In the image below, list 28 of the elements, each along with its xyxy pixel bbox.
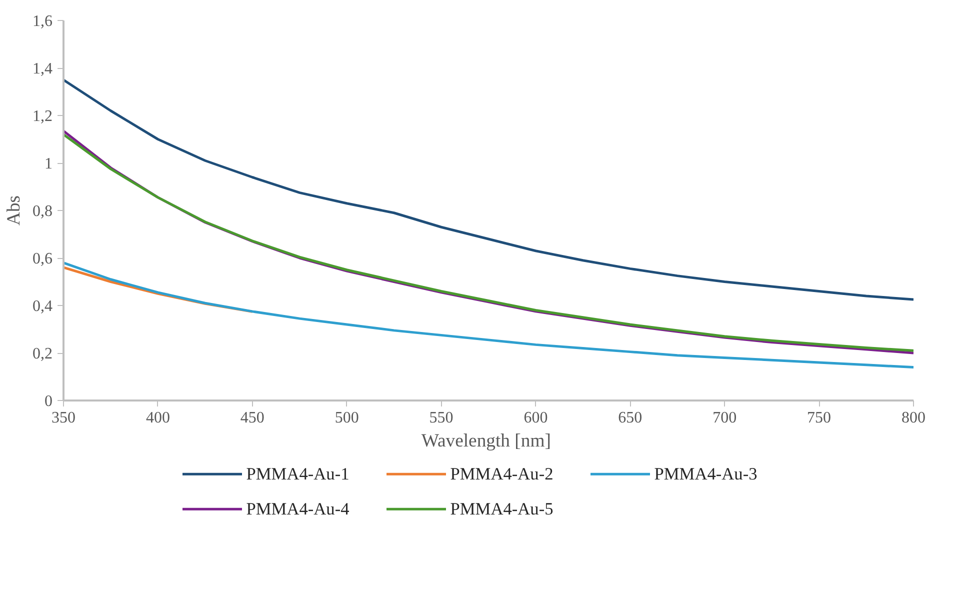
y-tick-label: 0,8 xyxy=(32,203,52,220)
y-tick-label: 0,6 xyxy=(32,250,52,268)
x-tick-label: 750 xyxy=(807,410,832,426)
line-series xyxy=(64,78,914,301)
x-tick-label: 500 xyxy=(334,410,359,426)
line-series xyxy=(64,262,914,368)
y-tick-label: 1,4 xyxy=(32,60,52,78)
y-tick-label: 1,2 xyxy=(32,108,52,125)
y-tick-label: 0,4 xyxy=(32,298,52,315)
x-tick-label: 350 xyxy=(52,410,76,426)
legend-label: PMMA4-Au-4 xyxy=(246,500,350,519)
y-tick-label: 1 xyxy=(44,156,52,172)
legend-label: PMMA4-Au-3 xyxy=(654,464,758,484)
x-tick-label: 400 xyxy=(146,410,170,426)
x-tick-label: 700 xyxy=(712,410,737,426)
y-tick-label: 1,6 xyxy=(32,13,52,30)
x-axis-title: Wavelength [nm] xyxy=(421,430,551,452)
x-tick-label: 650 xyxy=(618,410,642,426)
y-tick-label: 0,2 xyxy=(32,346,52,362)
x-tick-label: 450 xyxy=(240,410,264,426)
x-tick-label: 800 xyxy=(902,410,926,426)
legend-label: PMMA4-Au-5 xyxy=(450,500,554,519)
legend-label: PMMA4-Au-1 xyxy=(246,464,350,484)
y-axis-title: Abs xyxy=(4,195,24,226)
x-tick-label: 600 xyxy=(524,410,548,426)
x-tick-label: 550 xyxy=(429,410,454,426)
legend-label: PMMA4-Au-2 xyxy=(450,464,554,484)
y-tick-label: 0 xyxy=(44,393,52,410)
